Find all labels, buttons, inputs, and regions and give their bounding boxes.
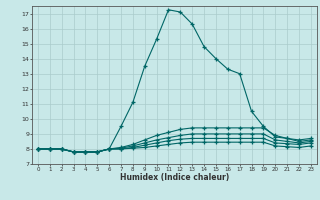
X-axis label: Humidex (Indice chaleur): Humidex (Indice chaleur): [120, 173, 229, 182]
